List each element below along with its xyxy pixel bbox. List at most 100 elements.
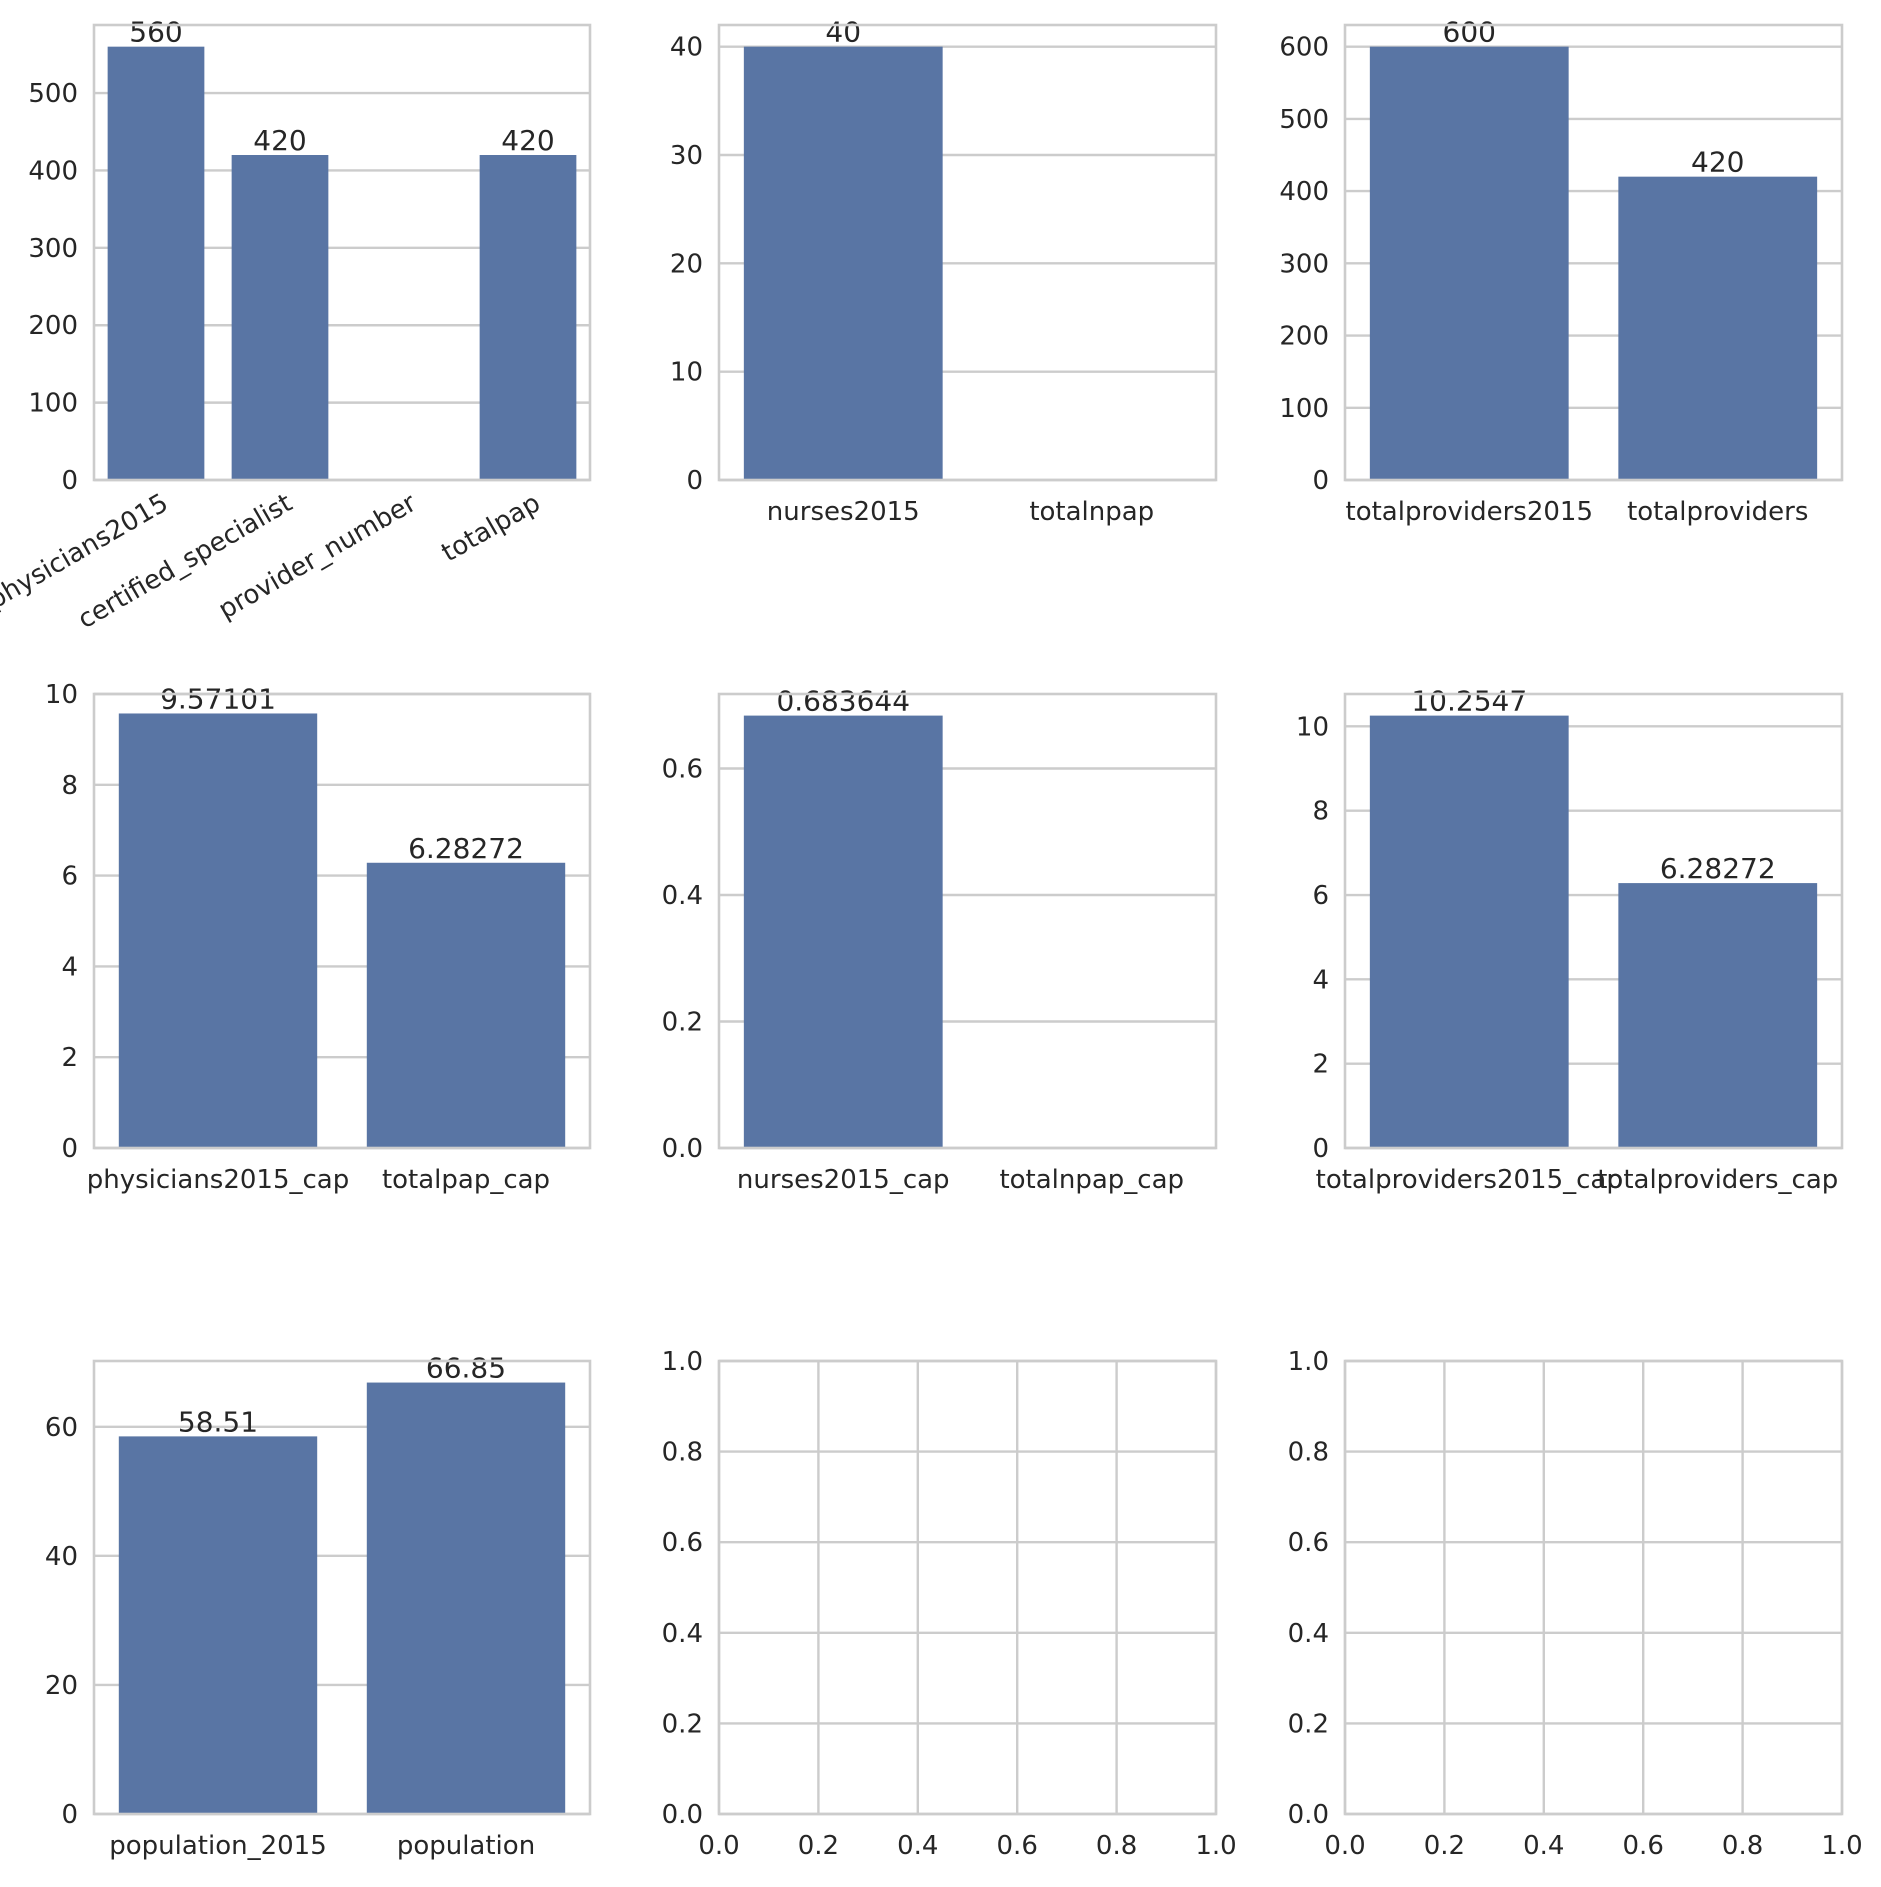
bar-value-label: 600 <box>1443 16 1496 49</box>
x-tick-label: 0.8 <box>1096 1831 1137 1861</box>
subplot-9: 0.0 0.2 0.4 0.6 0.8 1.0 0.0 0.2 0.4 0.6 0.8 1.0 <box>1288 1347 1863 1861</box>
y-tick-label: 0 <box>61 1134 78 1164</box>
axes-frame <box>1343 692 1844 1150</box>
bar-totalproviders_cap <box>1618 883 1818 1148</box>
axes-frame <box>717 1359 1218 1816</box>
bar-value-label: 0.683644 <box>776 685 910 718</box>
axes-frame <box>92 692 592 1150</box>
y-tick-label: 0.4 <box>662 1619 703 1649</box>
y-tick-label: 0.6 <box>662 1528 703 1558</box>
x-tick-label: 0.6 <box>1623 1831 1664 1861</box>
bar-totalproviders2015 <box>1369 46 1569 481</box>
y-tick-label: 0.4 <box>662 881 703 911</box>
x-tick-label: totalpap <box>437 488 546 568</box>
y-tick-label: 200 <box>28 311 78 341</box>
x-tick-label: totalproviders <box>1627 497 1808 527</box>
y-tick-label: 300 <box>28 234 78 264</box>
x-tick-label: totalpap_cap <box>382 1165 550 1195</box>
bar-value-label: 560 <box>129 16 182 49</box>
subplot-1: 0100200300400500560physicians2015420cert… <box>0 16 592 635</box>
bar-value-label: 6.28272 <box>408 832 524 865</box>
x-tick-label: 0.4 <box>1523 1831 1564 1861</box>
x-tick-label: certified_specialist <box>73 488 298 635</box>
subplot-3: 0 100 200 300 400 500 600 600 totalproviders2015… <box>1279 16 1844 527</box>
y-tick-label: 0.0 <box>662 1134 703 1164</box>
bar-value-label: 420 <box>1691 146 1744 179</box>
y-tick-label: 0.0 <box>1288 1800 1329 1830</box>
y-tick-label: 30 <box>670 141 703 171</box>
axes-frame <box>1343 1359 1844 1816</box>
bar-value-label: 40 <box>825 16 861 49</box>
y-tick-label: 400 <box>1279 177 1329 207</box>
y-tick-label: 10 <box>1296 712 1329 742</box>
y-tick-label: 500 <box>28 79 78 109</box>
bar-certified_specialist <box>231 155 329 480</box>
y-tick-label: 300 <box>1279 249 1329 279</box>
bar-nurses2015_cap <box>743 715 943 1148</box>
subplot-8: 0.0 0.2 0.4 0.6 0.8 1.0 0.0 0.2 0.4 0.6 0.8 1.0 <box>662 1347 1237 1861</box>
x-tick-label: nurses2015_cap <box>737 1165 950 1195</box>
y-tick-label: 200 <box>1279 322 1329 352</box>
x-tick-label: totalnpap <box>1029 497 1154 527</box>
y-tick-label: 0.8 <box>1288 1438 1329 1468</box>
bar-physicians2015_cap <box>118 713 318 1148</box>
x-tick-label: 0.8 <box>1722 1831 1763 1861</box>
x-tick-label: totalproviders2015 <box>1346 497 1594 527</box>
y-tick-label: 0.8 <box>662 1438 703 1468</box>
y-tick-label: 600 <box>1279 33 1329 63</box>
y-tick-label: 0.2 <box>662 1709 703 1739</box>
axes-frame <box>92 23 592 482</box>
y-tick-label: 0.4 <box>1288 1619 1329 1649</box>
x-tick-label: population_2015 <box>109 1831 327 1861</box>
bar-totalproviders2015_cap <box>1369 715 1569 1148</box>
x-tick-label: physicians2015_cap <box>87 1165 350 1195</box>
x-tick-label: 1.0 <box>1195 1831 1236 1861</box>
x-tick-label: totalnpap_cap <box>999 1165 1184 1195</box>
bar-physicians2015 <box>107 46 205 481</box>
axes-frame <box>717 692 1218 1150</box>
y-tick-label: 100 <box>28 389 78 419</box>
x-tick-label: nurses2015 <box>767 497 920 527</box>
bar-value-label: 58.51 <box>178 1405 258 1438</box>
x-tick-label: population <box>397 1831 535 1861</box>
y-tick-label: 20 <box>670 249 703 279</box>
bar-value-label: 10.2547 <box>1411 685 1527 718</box>
y-tick-label: 2 <box>61 1043 78 1073</box>
y-tick-label: 8 <box>1312 797 1329 827</box>
bar-totalpap_cap <box>366 862 566 1148</box>
y-tick-label: 6 <box>1312 881 1329 911</box>
subplot-6: 0 2 4 6 8 10 10.2547 totalproviders2015_cap 6.28… <box>1296 685 1844 1195</box>
y-tick-label: 20 <box>45 1671 78 1701</box>
y-tick-label: 100 <box>1279 394 1329 424</box>
y-tick-label: 60 <box>45 1413 78 1443</box>
x-tick-label: 0.0 <box>1324 1831 1365 1861</box>
subplot-4: 0 2 4 6 8 10 9.57101 physicians2015_cap 6.28272 t… <box>45 680 592 1195</box>
y-tick-label: 8 <box>61 771 78 801</box>
bar-value-label: 420 <box>501 124 554 157</box>
subplot-2: 0 10 20 30 40 40 nurses2015 totalnpap <box>670 16 1218 527</box>
x-tick-label: 0.2 <box>1424 1831 1465 1861</box>
y-tick-label: 0 <box>61 466 78 496</box>
bar-value-label: 9.57101 <box>160 682 276 715</box>
y-tick-label: 2 <box>1312 1050 1329 1080</box>
x-tick-label: 0.6 <box>997 1831 1038 1861</box>
x-tick-label: 1.0 <box>1821 1831 1862 1861</box>
bar-totalproviders <box>1618 176 1818 480</box>
subplot-7: 0 20 40 60 58.51 population_2015 66.85 populati… <box>45 1352 592 1861</box>
y-tick-label: 0 <box>1312 466 1329 496</box>
y-tick-label: 0.6 <box>662 755 703 785</box>
bar-population_2015 <box>118 1436 318 1814</box>
x-tick-label: 0.0 <box>698 1831 739 1861</box>
y-tick-label: 1.0 <box>1288 1347 1329 1377</box>
axes-frame <box>717 23 1218 482</box>
y-tick-label: 40 <box>45 1542 78 1572</box>
y-tick-label: 6 <box>61 862 78 892</box>
bar-value-label: 66.85 <box>426 1352 506 1385</box>
y-tick-label: 0.2 <box>662 1008 703 1038</box>
y-tick-label: 400 <box>28 156 78 186</box>
bar-value-label: 6.28272 <box>1660 852 1776 885</box>
y-tick-label: 4 <box>1312 965 1329 995</box>
y-tick-label: 0.6 <box>1288 1528 1329 1558</box>
y-tick-label: 10 <box>670 358 703 388</box>
subplot-5: 0.0 0.2 0.4 0.6 0.683644 nurses2015_cap totaln… <box>662 685 1218 1195</box>
